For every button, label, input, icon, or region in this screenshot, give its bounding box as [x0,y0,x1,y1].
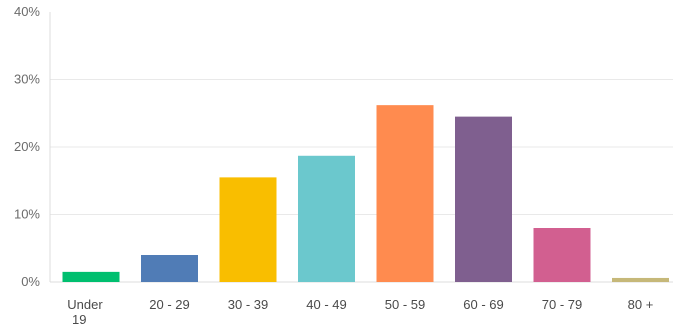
bars [62,105,669,283]
x-axis-category-labels: Under 19 20 - 29 30 - 39 40 - 49 50 - 59 60 - … [67,297,653,326]
x-tick-label: 30 - 39 [228,297,268,312]
x-tick-label: 50 - 59 [385,297,425,312]
y-tick-label: 30% [14,72,40,87]
y-tick-label: 0% [21,274,40,289]
y-tick-label: 20% [14,139,40,154]
bar-70-79 [533,228,591,282]
x-tick-label: 40 - 49 [306,297,346,312]
x-tick-label: 70 - 79 [542,297,582,312]
bar-50-59 [376,105,434,283]
y-tick-label: 40% [14,4,40,19]
x-tick-label: 80 + [628,297,654,312]
bar-60-69 [455,116,512,282]
x-tick-label: 60 - 69 [463,297,503,312]
bar-under-19 [62,271,120,282]
bar-20-29 [141,255,198,282]
x-tick-label: Under 19 [67,297,103,326]
y-tick-label: 10% [14,207,40,222]
bar-80 [612,277,669,282]
x-tick-label: 20 - 29 [149,297,189,312]
bar-40-49 [298,155,355,282]
bar-30-39 [219,177,277,282]
y-axis-tick-labels: 0% 10% 20% 30% 40% [14,4,40,289]
